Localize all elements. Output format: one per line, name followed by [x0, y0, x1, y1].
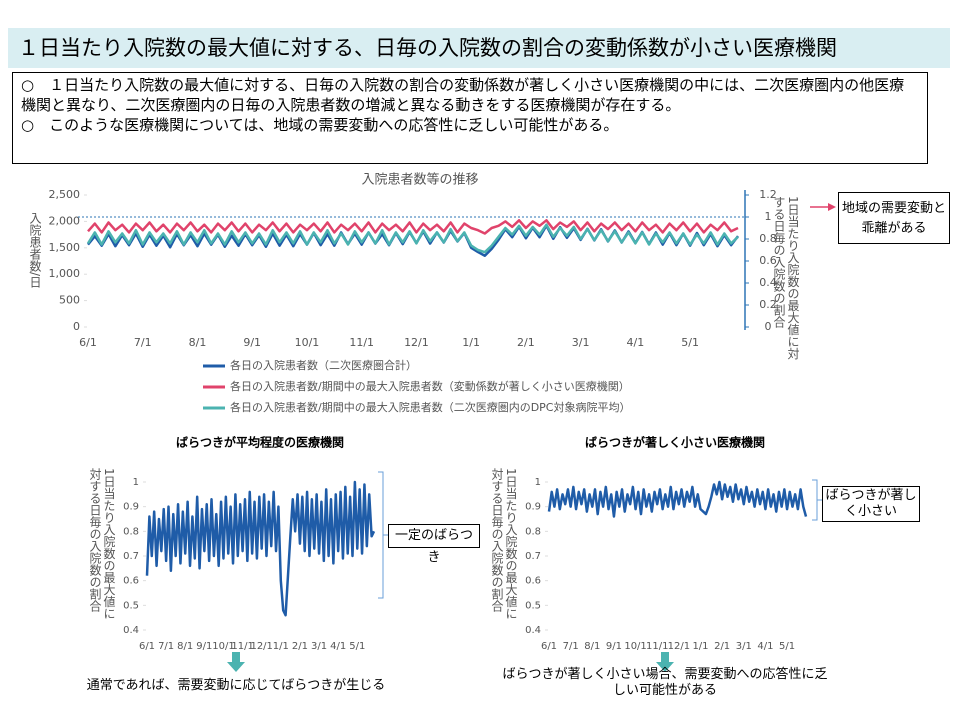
x-tick-label: 5/1 — [681, 336, 699, 349]
y-axis-label: 入院患者数/日 — [28, 212, 42, 289]
x-tick-label: 12/1 — [250, 641, 272, 652]
note: ○ このような医療機関については、地域の需要変動への応答性に乏しい可能性がある。 — [21, 116, 619, 134]
legend-label: 各日の入院患者数/期間中の最大入院患者数（二次医療圏内のDPC対象病院平均） — [230, 400, 631, 414]
x-tick-label: 4/1 — [330, 641, 346, 652]
header-title: １日当たり入院数の最大値に対する、日毎の入院数の割合の変動係数が小さい医療機関 — [8, 28, 950, 68]
notes-box: ○ １日当たり入院数の最大値に対する、日毎の入院数の割合の変動係数が著しく小さい… — [12, 72, 928, 164]
annotation-box: 一定のばらつき — [388, 524, 480, 565]
x-tick-label: 7/1 — [158, 641, 174, 652]
legend-label: 各日の入院患者数/期間中の最大入院患者数（変動係数が著しく小さい医療機関） — [230, 379, 630, 393]
y-tick-label: 0.5 — [123, 600, 139, 611]
x-tick-label: 6/1 — [79, 336, 97, 349]
y-tick-label: 0 — [73, 320, 80, 333]
y2-tick-label: 1 — [765, 210, 772, 223]
note: ○ １日当たり入院数の最大値に対する、日毎の入院数の割合の変動係数が著しく小さい… — [21, 76, 905, 114]
y-tick-label: 2,500 — [49, 188, 81, 201]
x-tick-label: 10/1 — [295, 336, 320, 349]
chart-title: ばらつきが著しく小さい医療機関 — [585, 435, 765, 450]
x-tick-label: 12/1 — [404, 336, 429, 349]
y-tick-label: 0.9 — [123, 502, 139, 513]
y-tick-label: 0.9 — [525, 502, 541, 513]
x-tick-label: 11/1 — [349, 336, 374, 349]
x-tick-label: 3/1 — [572, 336, 590, 349]
x-tick-label: 7/1 — [563, 641, 579, 652]
down-arrow — [656, 652, 674, 672]
y-tick-label: 0.5 — [525, 600, 541, 611]
bracket — [812, 479, 818, 521]
series-line — [86, 223, 739, 254]
x-tick-label: 11/1 — [231, 641, 253, 652]
annotation-box: ばらつきが著しく小さい — [822, 486, 920, 522]
x-tick-label: 3/1 — [311, 641, 327, 652]
y-axis-label: 1日当たり入院数の最大値に対する日毎の入院数の割合 — [88, 468, 116, 620]
caption: 通常であれば、需要変動に応じてばらつきが生じる — [86, 678, 386, 693]
x-tick-label: 1/1 — [273, 641, 289, 652]
series-line — [547, 480, 808, 518]
x-tick-label: 6/1 — [541, 641, 557, 652]
chart-title: ばらつきが平均程度の医療機関 — [176, 435, 344, 450]
y-axis-label: 1日当たり入院数の最大値に対する日毎の入院数の割合 — [490, 468, 518, 620]
y-tick-label: 0.6 — [525, 576, 541, 587]
y-tick-label: 0.7 — [123, 551, 139, 562]
x-tick-label: 1/1 — [462, 336, 480, 349]
x-tick-label: 9/1 — [606, 641, 622, 652]
down-arrow — [227, 652, 245, 672]
x-tick-label: 7/1 — [134, 336, 152, 349]
y-tick-label: 1,000 — [49, 267, 81, 280]
x-tick-label: 2/1 — [292, 641, 308, 652]
x-tick-label: 6/1 — [139, 641, 155, 652]
y2-tick-label: 0.4 — [759, 276, 777, 289]
x-tick-label: 1/1 — [692, 641, 708, 652]
x-tick-label: 12/1 — [668, 641, 690, 652]
y2-tick-label: 1.2 — [759, 188, 777, 201]
caption: ばらつきが著しく小さい場合、需要変動への応答性に乏しい可能性がある — [502, 667, 828, 698]
x-tick-label: 9/1 — [243, 336, 261, 349]
x-tick-label: 9/1 — [196, 641, 212, 652]
x-tick-label: 5/1 — [779, 641, 795, 652]
x-tick-label: 10/1 — [624, 641, 646, 652]
x-tick-label: 11/1 — [646, 641, 668, 652]
x-tick-label: 8/1 — [189, 336, 207, 349]
y-tick-label: 0.8 — [525, 526, 541, 537]
y-tick-label: 0.7 — [525, 551, 541, 562]
x-tick-label: 4/1 — [627, 336, 645, 349]
legend-label: 各日の入院患者数（二次医療圏合計） — [230, 358, 417, 372]
x-tick-label: 2/1 — [517, 336, 535, 349]
x-tick-label: 5/1 — [349, 641, 365, 652]
x-tick-label: 3/1 — [736, 641, 752, 652]
y2-tick-label: 0.2 — [759, 298, 777, 311]
y2-axis-label: 1日当たり入院数の最大値に対する日毎の入院数の割合 — [772, 196, 800, 360]
y-tick-label: 2,000 — [49, 214, 81, 227]
chart-title: 入院患者数等の推移 — [361, 172, 478, 188]
callout-box: 地域の需要変動と乖離がある — [838, 192, 950, 244]
y-tick-label: 500 — [59, 294, 80, 307]
y-tick-label: 1 — [133, 477, 139, 488]
series-line — [145, 480, 376, 617]
x-tick-label: 8/1 — [584, 641, 600, 652]
x-tick-label: 10/1 — [212, 641, 234, 652]
x-tick-label: 8/1 — [177, 641, 193, 652]
y-tick-label: 0.8 — [123, 526, 139, 537]
callout-arrowhead — [828, 203, 836, 211]
series-line — [87, 219, 739, 235]
x-tick-label: 2/1 — [714, 641, 730, 652]
y-tick-label: 1,500 — [49, 241, 81, 254]
y2-tick-label: 0.8 — [759, 232, 777, 245]
y-tick-label: 0.4 — [525, 625, 541, 636]
y2-tick-label: 0 — [765, 320, 772, 333]
bracket — [378, 471, 384, 599]
y-tick-label: 1 — [535, 477, 541, 488]
x-tick-label: 4/1 — [757, 641, 773, 652]
y2-tick-label: 0.6 — [759, 254, 777, 267]
y-tick-label: 0.4 — [123, 625, 139, 636]
y-tick-label: 0.6 — [123, 576, 139, 587]
